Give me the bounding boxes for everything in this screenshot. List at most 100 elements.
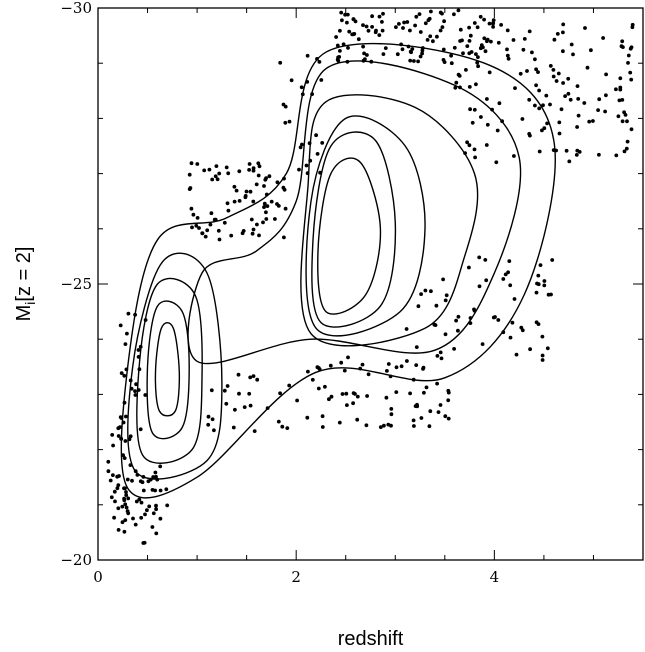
- scatter-point: [427, 424, 432, 429]
- scatter-point: [443, 298, 448, 303]
- scatter-point: [143, 318, 148, 322]
- scatter-point: [630, 25, 635, 30]
- scatter-point: [477, 255, 482, 260]
- scatter-point: [133, 522, 138, 527]
- scatter-point: [123, 439, 128, 443]
- scatter-point: [111, 473, 115, 477]
- scatter-point: [346, 355, 350, 360]
- scatter-point: [222, 220, 227, 225]
- scatter-point: [365, 394, 369, 398]
- scatter-point: [195, 216, 200, 220]
- scatter-point: [468, 316, 473, 320]
- scatter-point: [121, 420, 126, 425]
- scatter-point: [561, 81, 565, 85]
- scatter-point: [620, 98, 625, 102]
- scatter-point: [480, 342, 485, 346]
- scatter-point: [534, 290, 539, 295]
- scatter-point: [399, 364, 404, 369]
- scatter-point: [329, 394, 334, 399]
- scatter-point: [452, 12, 456, 17]
- scatter-point: [557, 120, 562, 125]
- scatter-point: [528, 347, 532, 352]
- scatter-point: [261, 220, 265, 225]
- scatter-point: [378, 425, 383, 429]
- scatter-point: [305, 80, 310, 84]
- scatter-point: [264, 192, 269, 197]
- scatter-point: [112, 515, 116, 520]
- scatter-point: [129, 386, 134, 391]
- scatter-point: [416, 59, 420, 64]
- scatter-point: [123, 518, 128, 522]
- scatter-point: [206, 422, 211, 427]
- scatter-point: [315, 57, 319, 61]
- scatter-point: [382, 423, 386, 428]
- scatter-point: [394, 365, 399, 370]
- scatter-point: [328, 363, 333, 368]
- scatter-point: [269, 199, 274, 204]
- scatter-point: [527, 132, 532, 136]
- scatter-point: [111, 443, 115, 448]
- scatter-point: [229, 233, 234, 238]
- scatter-point: [549, 292, 553, 297]
- scatter-point: [551, 74, 556, 79]
- scatter-point: [295, 398, 299, 403]
- scatter-point: [417, 12, 422, 16]
- scatter-point: [438, 403, 443, 407]
- scatter-point: [138, 479, 143, 484]
- scatter-point: [468, 107, 472, 112]
- scatter-point: [339, 10, 344, 15]
- scatter-point: [305, 415, 310, 420]
- scatter-point: [241, 229, 246, 233]
- scatter-point: [187, 172, 192, 177]
- scatter-point: [315, 152, 320, 156]
- scatter-point: [308, 158, 313, 163]
- scatter-point: [153, 470, 158, 475]
- scatter-point: [334, 35, 338, 39]
- scatter-point: [626, 53, 631, 58]
- scatter-point: [135, 473, 140, 477]
- scatter-point: [226, 208, 231, 213]
- scatter-point: [469, 50, 474, 54]
- scatter-point: [419, 416, 424, 420]
- scatter-point: [118, 425, 122, 429]
- scatter-point: [501, 330, 506, 335]
- scatter-point: [310, 377, 315, 382]
- scatter-point: [614, 87, 618, 92]
- scatter-point: [134, 499, 139, 504]
- scatter-point: [289, 78, 294, 83]
- scatter-point: [478, 14, 483, 19]
- scatter-point: [405, 20, 410, 24]
- scatter-point: [133, 393, 138, 397]
- scatter-point: [456, 328, 460, 333]
- scatter-point: [361, 23, 365, 27]
- scatter-point: [338, 49, 342, 53]
- scatter-point: [319, 78, 324, 82]
- scatter-point: [134, 382, 139, 387]
- scatter-point: [263, 177, 268, 182]
- scatter-point: [355, 417, 360, 422]
- scatter-point: [442, 19, 446, 24]
- scatter-point: [306, 369, 310, 374]
- scatter-point: [299, 85, 304, 90]
- scatter-point: [537, 106, 542, 111]
- scatter-point: [441, 47, 446, 52]
- scatter-point: [458, 85, 462, 90]
- scatter-point: [527, 97, 532, 102]
- scatter-point: [497, 101, 502, 106]
- scatter-point: [550, 258, 555, 262]
- contour-line: [154, 321, 181, 417]
- scatter-point: [395, 52, 400, 57]
- scatter-point: [583, 26, 587, 30]
- scatter-point: [440, 25, 445, 29]
- scatter-point: [616, 114, 621, 119]
- scatter-point: [475, 25, 480, 30]
- scatter-point: [154, 503, 158, 508]
- scatter-point: [318, 170, 322, 175]
- scatter-point: [487, 70, 492, 75]
- scatter-point: [623, 113, 628, 117]
- scatter-point: [566, 91, 571, 96]
- scatter-point: [458, 27, 463, 32]
- scatter-point: [282, 187, 287, 192]
- scatter-point: [545, 121, 549, 126]
- scatter-point: [601, 36, 605, 40]
